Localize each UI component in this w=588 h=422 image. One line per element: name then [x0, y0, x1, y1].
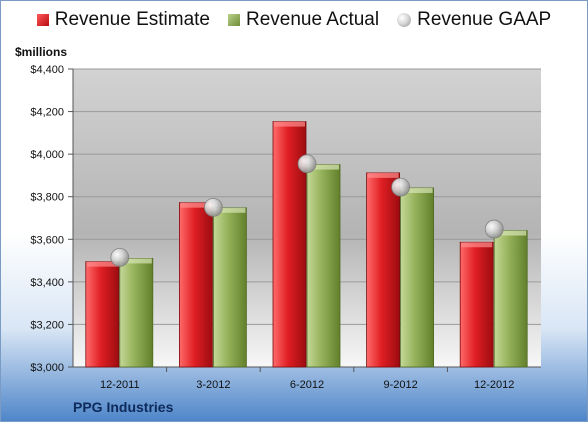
bar-revenue-actual-highlight — [401, 187, 433, 193]
legend: Revenue Estimate Revenue Actual Revenue … — [1, 9, 587, 31]
legend-item-actual: Revenue Actual — [228, 9, 379, 31]
company-name: PPG Industries — [73, 399, 174, 415]
bar-revenue-estimate — [459, 241, 494, 368]
bar-revenue-estimate-highlight — [274, 121, 305, 127]
estimate-swatch — [36, 14, 49, 26]
x-tick-label: 12-2012 — [474, 379, 514, 391]
bar-revenue-actual — [493, 230, 528, 368]
x-tick-label: 12-2011 — [100, 379, 140, 391]
bar-revenue-actual-highlight — [120, 258, 152, 264]
bar-revenue-actual-highlight — [214, 207, 246, 213]
bar-revenue-actual-highlight — [495, 230, 527, 236]
y-tick-label: $4,400 — [30, 64, 64, 76]
bar-revenue-actual — [119, 258, 154, 368]
y-tick-label: $3,000 — [30, 362, 64, 374]
y-axis-unit-label: $millions — [15, 45, 68, 59]
y-tick-label: $4,200 — [30, 107, 64, 119]
x-tick-label: 6-2012 — [290, 379, 324, 391]
y-tick-label: $3,400 — [30, 277, 64, 289]
bar-revenue-actual — [400, 187, 435, 368]
bar-revenue-estimate-highlight — [86, 261, 118, 267]
y-tick-label: $3,800 — [30, 192, 64, 204]
bar-revenue-estimate-highlight — [180, 202, 212, 208]
actual-swatch — [228, 14, 240, 26]
bar-revenue-actual — [306, 164, 341, 368]
legend-label-gaap: Revenue GAAP — [417, 9, 552, 30]
bar-revenue-estimate-highlight — [461, 242, 493, 248]
marker-revenue-gaap — [203, 197, 223, 217]
legend-label-actual: Revenue Actual — [246, 9, 380, 30]
y-tick-label: $3,200 — [30, 319, 64, 331]
marker-revenue-gaap — [110, 247, 130, 267]
y-tick-label: $3,600 — [30, 234, 64, 246]
legend-item-gaap: Revenue GAAP — [397, 9, 551, 31]
x-tick-label: 9-2012 — [383, 379, 417, 391]
legend-item-estimate: Revenue Estimate — [36, 9, 210, 31]
marker-revenue-gaap — [391, 177, 411, 197]
legend-label-estimate: Revenue Estimate — [54, 9, 210, 30]
x-tick-label: 3-2012 — [196, 379, 230, 391]
marker-revenue-gaap — [297, 154, 317, 174]
y-tick-label: $4,000 — [30, 149, 64, 161]
bar-revenue-actual-highlight — [308, 164, 339, 170]
bar-revenue-estimate — [85, 261, 120, 368]
bar-revenue-estimate — [366, 172, 401, 368]
gaap-swatch — [397, 13, 412, 27]
bar-revenue-estimate-highlight — [367, 172, 399, 178]
marker-revenue-gaap — [484, 219, 504, 239]
bar-revenue-actual — [212, 207, 247, 368]
bar-revenue-estimate — [178, 202, 213, 368]
